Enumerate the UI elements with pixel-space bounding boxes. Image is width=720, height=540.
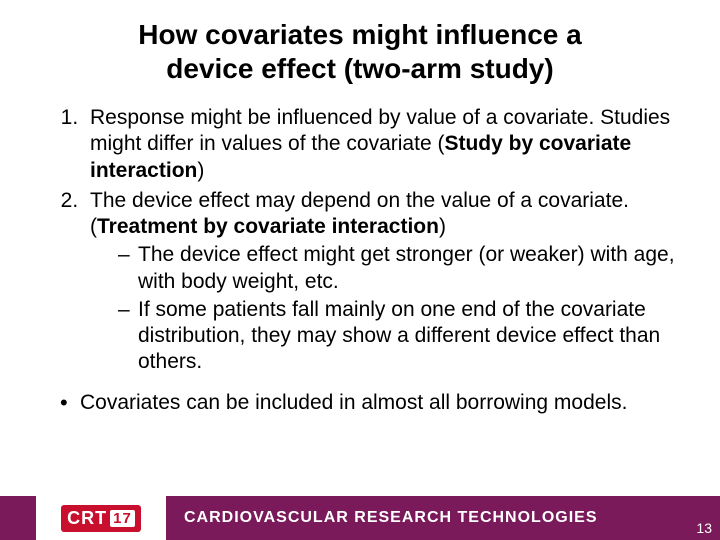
list-item-1: Response might be influenced by value of…	[84, 105, 684, 184]
footer-title: CARDIOVASCULAR RESEARCH TECHNOLOGIES	[184, 509, 598, 527]
page-number: 13	[696, 520, 712, 536]
footer-left-stripe	[0, 496, 36, 540]
sub-list: The device effect might get stronger (or…	[90, 242, 684, 375]
numbered-list: Response might be influenced by value of…	[36, 105, 684, 376]
footer-right-bar: CARDIOVASCULAR RESEARCH TECHNOLOGIES 13	[166, 496, 720, 540]
footer-bar: CRT 17 CARDIOVASCULAR RESEARCH TECHNOLOG…	[0, 496, 720, 540]
title-line-1: How covariates might influence a	[138, 19, 581, 50]
sub-item-1: The device effect might get stronger (or…	[118, 242, 684, 295]
item2-text-bold: Treatment by covariate interaction	[97, 215, 439, 238]
sub-item-2: If some patients fall mainly on one end …	[118, 297, 684, 376]
footer-logo-area: CRT 17	[36, 496, 166, 540]
bullet-item-1: Covariates can be included in almost all…	[60, 390, 684, 416]
logo-year: 17	[110, 510, 135, 527]
item1-text-c: )	[197, 159, 204, 182]
slide: How covariates might influence a device …	[0, 0, 720, 540]
bullet-list: Covariates can be included in almost all…	[36, 390, 684, 416]
title-line-2: device effect (two-arm study)	[166, 53, 553, 84]
logo-badge: CRT 17	[61, 505, 141, 532]
crt17-logo: CRT 17	[61, 505, 141, 532]
item2-text-c: )	[439, 215, 446, 238]
list-item-2: The device effect may depend on the valu…	[84, 188, 684, 376]
logo-text: CRT	[67, 508, 107, 529]
slide-title: How covariates might influence a device …	[0, 0, 720, 95]
slide-content: Response might be influenced by value of…	[0, 95, 720, 416]
